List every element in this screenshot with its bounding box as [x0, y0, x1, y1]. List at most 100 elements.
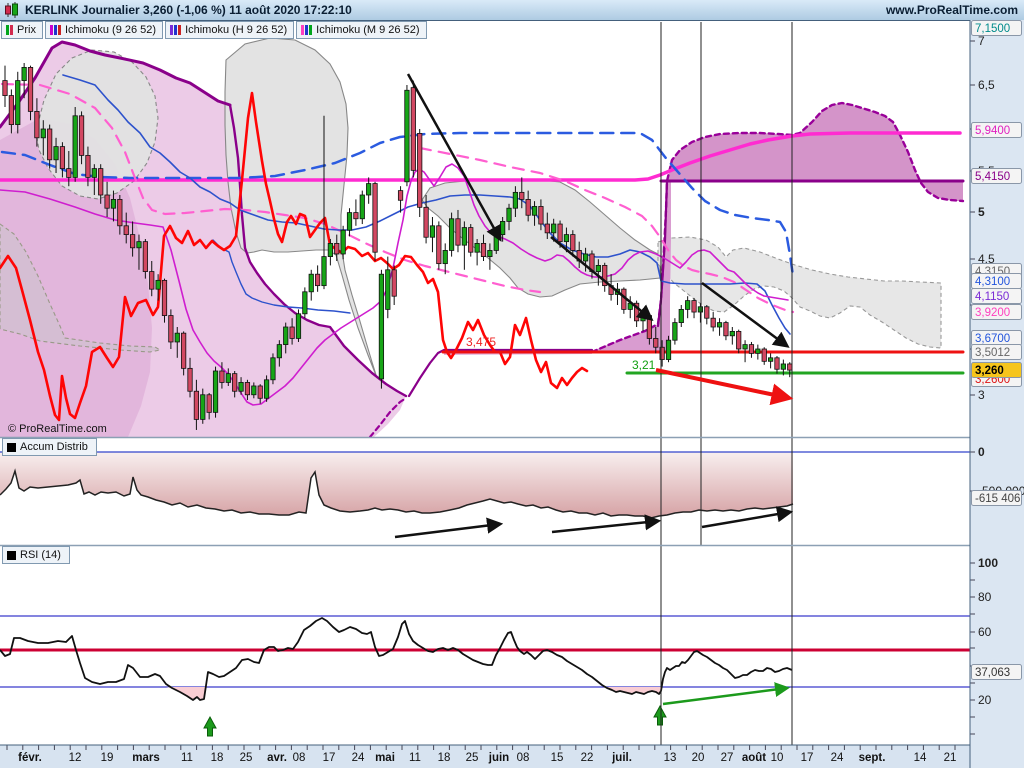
date-axis-background[interactable]	[0, 745, 970, 768]
candle-body	[685, 300, 691, 310]
candle-body	[544, 223, 550, 234]
candle-body	[161, 279, 168, 316]
candle-body	[487, 250, 493, 258]
indicator-tab-label: Ichimoku (M 9 26 52)	[316, 24, 420, 36]
blue-kijun-2	[212, 239, 351, 314]
candle-body	[193, 390, 199, 420]
candle-body	[442, 250, 448, 265]
date-label: 15	[551, 752, 564, 764]
indicator-tab[interactable]: Ichimoku (H 9 26 52)	[165, 21, 295, 39]
candle-body	[436, 225, 442, 265]
candle-body	[723, 322, 729, 337]
indicator-tab[interactable]: Ichimoku (M 9 26 52)	[296, 21, 427, 39]
tab-accum-distrib[interactable]: Accum Distrib	[2, 438, 97, 456]
candle-body	[455, 218, 461, 246]
indicator-tab[interactable]: Ichimoku (9 26 52)	[44, 21, 164, 39]
candle-body	[474, 242, 480, 253]
candle-body	[104, 194, 110, 209]
axis-price-badge	[971, 664, 1022, 680]
candle-body	[66, 168, 72, 178]
candle-body	[340, 229, 346, 255]
axis-price-badge-label: 3,5012	[975, 347, 1010, 359]
candle-body	[710, 317, 716, 328]
candle-body	[423, 206, 429, 238]
axis-tick-label: 100	[978, 556, 998, 570]
ichimoku-icon	[170, 25, 182, 35]
ichimoku-clouds	[0, 37, 963, 437]
candle-body	[8, 95, 14, 125]
indicator-tab-label: Ichimoku (9 26 52)	[64, 24, 157, 36]
candle-body	[117, 198, 123, 227]
date-label: avr.	[267, 752, 287, 764]
price-axis-background[interactable]	[970, 20, 1024, 768]
rsi-panel	[0, 615, 970, 737]
date-label: 19	[101, 752, 114, 764]
candle-body	[551, 223, 557, 234]
candle-body	[519, 191, 525, 200]
axis-price-badge	[971, 344, 1022, 360]
axis-price-badge-label: 4,1150	[975, 291, 1009, 303]
candle-body	[480, 242, 487, 257]
axis-price-badge-label: 5,9400	[975, 125, 1010, 137]
date-label: 18	[211, 752, 224, 764]
black-trend-arrow	[701, 281, 790, 348]
date-label: juil.	[611, 752, 632, 764]
gray-cloud-march	[224, 37, 378, 379]
chart-labels: 3,475 3,21 © ProRealTime.com	[8, 335, 656, 435]
level-label: 3,475	[466, 335, 496, 349]
candle-body	[359, 194, 365, 220]
red-trend-arrow	[655, 368, 794, 406]
purple-top-border	[0, 40, 232, 129]
date-label: 13	[664, 752, 677, 764]
candle-body	[506, 207, 512, 222]
candle-body	[557, 223, 563, 243]
tab-rsi[interactable]: RSI (14)	[2, 546, 70, 564]
candle-body	[232, 373, 238, 392]
candle-body	[155, 279, 161, 290]
axis-price-badge-label: 3,9200	[975, 307, 1010, 319]
ichimoku-icon	[49, 25, 61, 35]
candle-body	[468, 227, 474, 253]
axis-tick-label: 3	[978, 388, 985, 402]
candle-body	[500, 220, 506, 235]
axis-tick-label: 6,5	[978, 78, 995, 92]
candle-body	[206, 394, 212, 413]
axis-price-badge	[971, 168, 1022, 184]
cursor-vertical-lines[interactable]	[660, 22, 793, 745]
axis-price-badge	[971, 304, 1022, 320]
monthly-cloud-inner	[0, 118, 152, 437]
candle-body	[219, 370, 225, 383]
candle-body	[602, 264, 608, 287]
candle-body	[334, 242, 340, 255]
date-label: 17	[323, 752, 336, 764]
prorealtime-url[interactable]: www.ProRealTime.com	[885, 3, 1018, 17]
candle-body	[346, 212, 353, 231]
chart-type-icon[interactable]	[4, 2, 19, 18]
indicator-tab[interactable]: Prix	[1, 21, 43, 39]
axis-tick-label: 20	[978, 693, 992, 707]
axis-tick-label: 5	[978, 205, 985, 219]
candle-body	[697, 306, 704, 313]
ichimoku-icon	[301, 25, 313, 35]
axis-price-badge	[971, 122, 1022, 138]
candle-body	[59, 146, 66, 170]
date-label: 18	[438, 752, 451, 764]
candle-body	[672, 322, 678, 341]
date-label: août	[742, 752, 766, 764]
date-label: 22	[581, 752, 594, 764]
candle-body	[129, 234, 136, 249]
indicator-tab-label: Prix	[17, 24, 36, 36]
date-label: 25	[466, 752, 479, 764]
black-trend-arrow	[406, 73, 502, 242]
candle-body	[283, 326, 289, 346]
date-label: 24	[831, 752, 844, 764]
candle-body	[716, 322, 723, 328]
indicator-tab-row: Prix Ichimoku (9 26 52) Ichimoku (H 9 26 5…	[1, 21, 427, 39]
chart-title: KERLINK Journalier 3,260 (-1,06 %) 11 ao…	[25, 3, 352, 17]
candle-body	[461, 227, 467, 246]
axis-tick-label: 60	[978, 625, 992, 639]
candle-body	[595, 264, 601, 272]
candle-body	[397, 190, 404, 201]
axis-tick-label: 80	[978, 590, 992, 604]
